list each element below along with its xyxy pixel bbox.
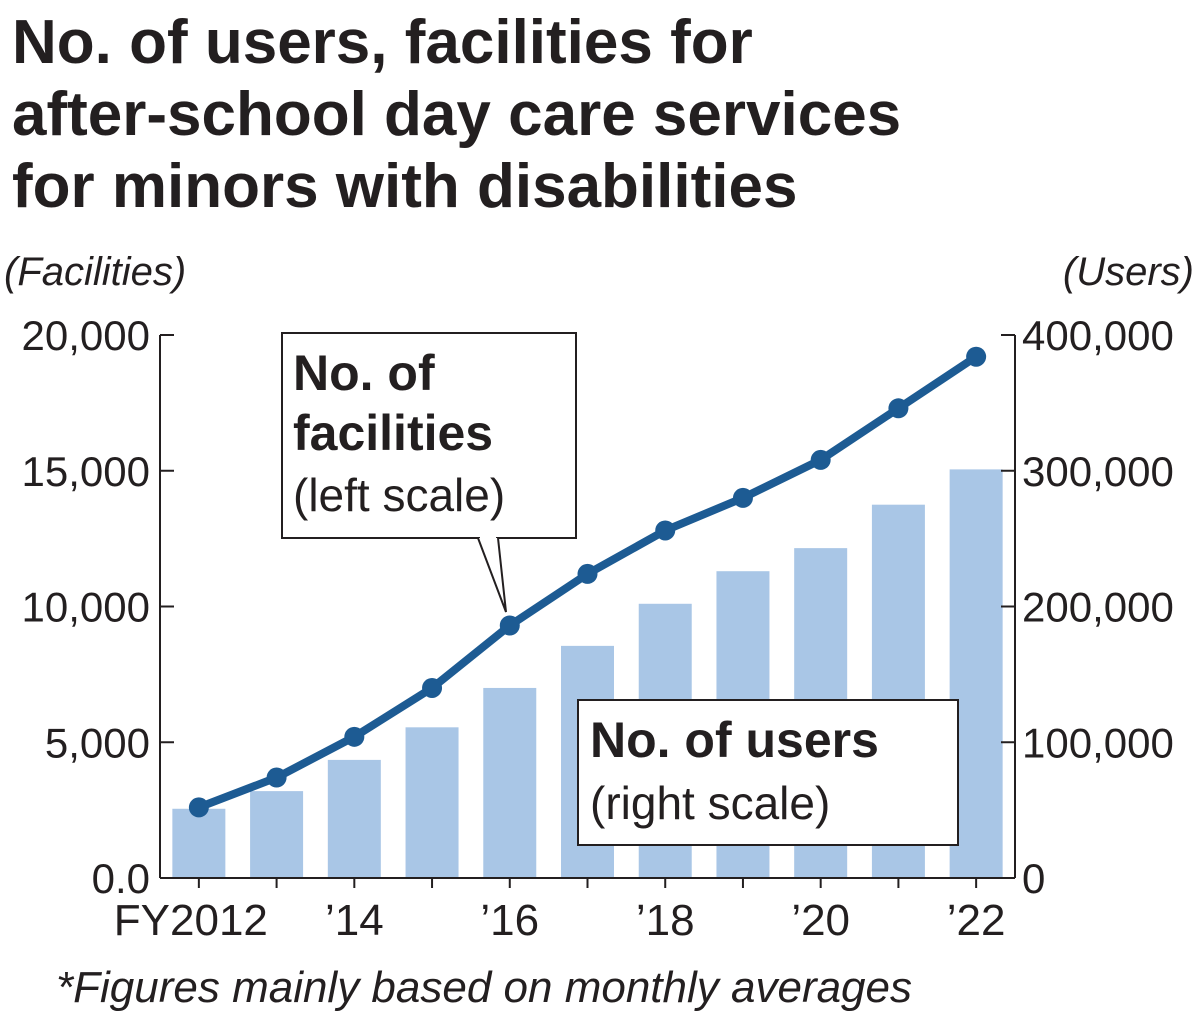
right-tick-label: 0 xyxy=(1022,855,1045,902)
left-axis-unit: (Facilities) xyxy=(4,250,186,294)
left-tick-label: 20,000 xyxy=(22,312,150,359)
right-axis-unit: (Users) xyxy=(1063,250,1194,294)
right-tick-label: 400,000 xyxy=(1022,312,1174,359)
facilities-callout-box xyxy=(281,332,577,539)
title-line-1: No. of users, facilities for xyxy=(12,8,753,77)
left-tick-label: 15,000 xyxy=(22,448,150,495)
left-tick-label: 5,000 xyxy=(45,719,150,766)
left-tick-label: 10,000 xyxy=(22,584,150,631)
axis-ticks: 0.0 5,000 10,000 15,000 20,000 0 100,000 200,00… xyxy=(22,312,1174,945)
users-bar-2014 xyxy=(327,759,381,878)
facilities-point-2018 xyxy=(655,520,676,541)
users-callout-box xyxy=(577,699,959,846)
x-tick-label: ’22 xyxy=(947,896,1006,945)
footnote: *Figures mainly based on monthly average… xyxy=(56,963,912,1012)
title-line-2: after-school day care services xyxy=(12,80,901,149)
users-bar-2013 xyxy=(250,791,304,878)
facilities-point-2017 xyxy=(577,563,598,584)
facilities-point-2014 xyxy=(344,726,365,747)
facilities-point-2016 xyxy=(499,615,520,636)
users-bar-2012 xyxy=(172,808,226,878)
users-bar-2016 xyxy=(483,687,537,878)
facilities-point-2019 xyxy=(732,487,753,508)
right-tick-label: 200,000 xyxy=(1022,584,1174,631)
users-callout-line-1: No. of users xyxy=(590,712,879,768)
facilities-point-2022 xyxy=(966,346,987,367)
facilities-callout: No. of facilities (left scale) xyxy=(281,332,577,613)
users-callout: No. of users (right scale) xyxy=(577,699,959,846)
x-tick-label: ’14 xyxy=(325,896,384,945)
facilities-callout-line-3: (left scale) xyxy=(293,469,505,521)
x-tick-label: ’20 xyxy=(791,896,850,945)
users-bar-2015 xyxy=(405,727,459,878)
right-tick-label: 100,000 xyxy=(1022,719,1174,766)
facilities-point-2021 xyxy=(888,398,909,419)
x-tick-label: ’16 xyxy=(480,896,539,945)
facilities-point-2012 xyxy=(188,797,209,818)
right-tick-label: 300,000 xyxy=(1022,448,1174,495)
facilities-point-2013 xyxy=(266,767,287,788)
facilities-callout-line-1: No. of xyxy=(293,345,435,401)
left-tick-label: 0.0 xyxy=(92,855,150,902)
chart-title: No. of users, facilities for after-schoo… xyxy=(12,8,901,221)
x-tick-label: ’18 xyxy=(636,896,695,945)
facilities-callout-pointer xyxy=(477,537,507,613)
x-tick-label: FY2012 xyxy=(114,896,268,945)
facilities-line xyxy=(188,346,987,818)
facilities-point-2015 xyxy=(422,677,443,698)
title-line-3: for minors with disabilities xyxy=(12,152,797,221)
facilities-callout-line-2: facilities xyxy=(293,405,493,461)
facilities-point-2020 xyxy=(810,449,831,470)
users-callout-line-2: (right scale) xyxy=(590,777,830,829)
